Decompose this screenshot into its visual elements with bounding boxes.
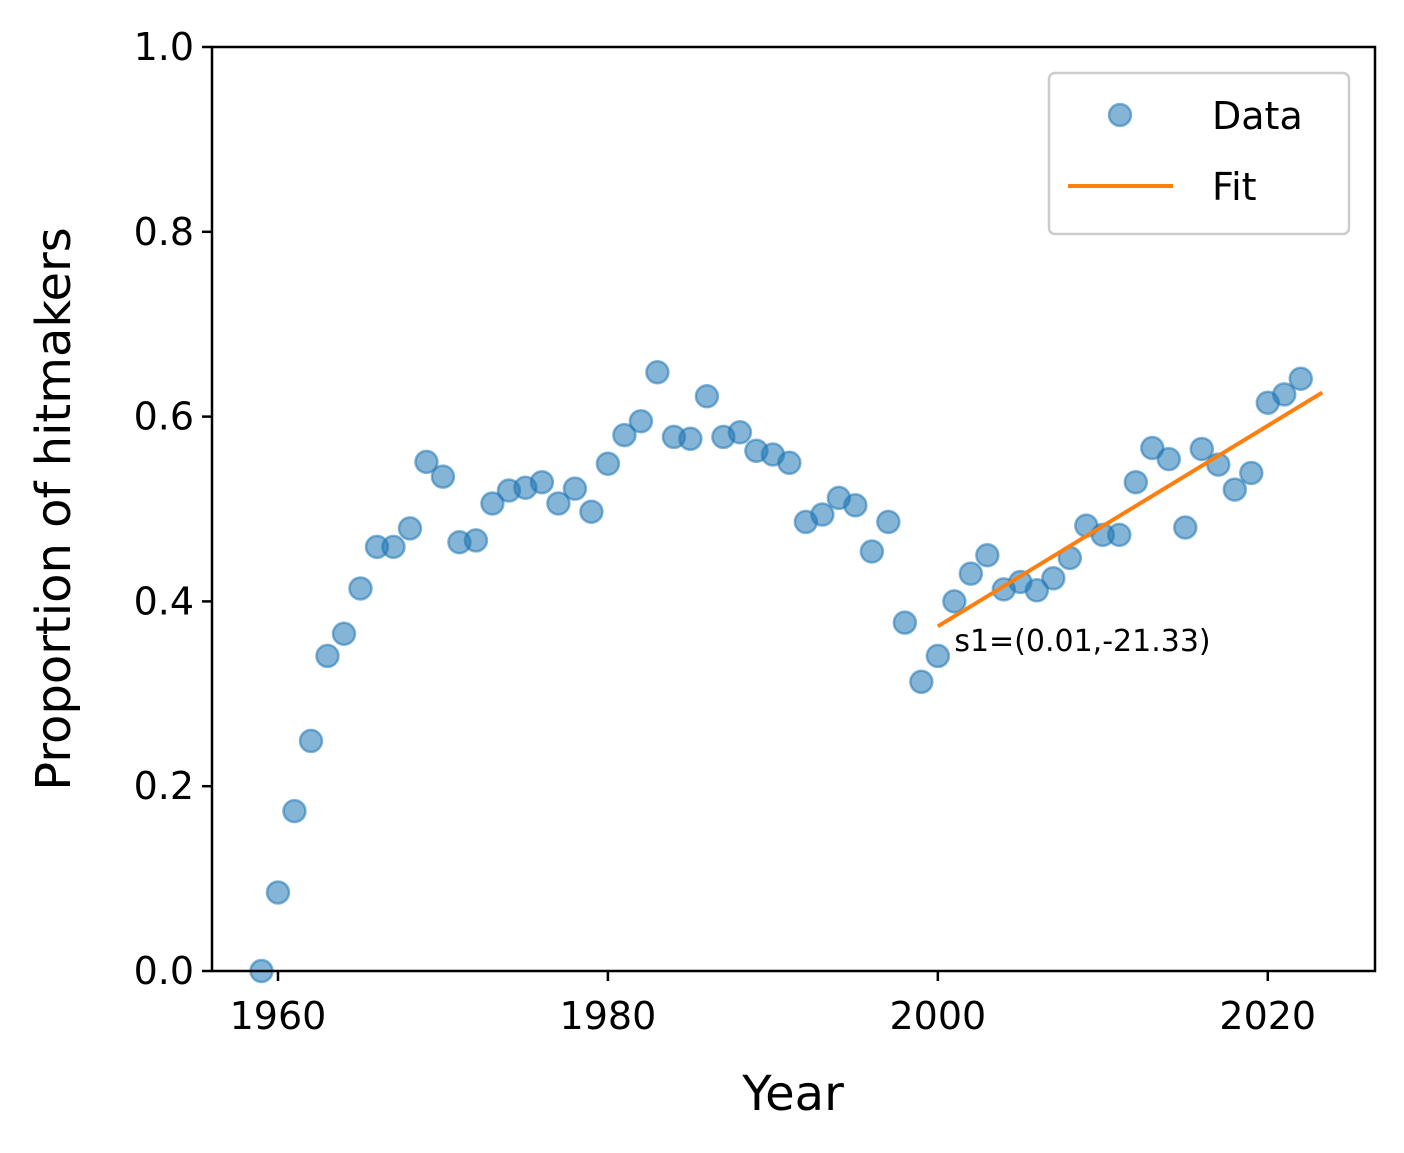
data-point: [694, 384, 720, 409]
data-point: [645, 359, 670, 385]
data-point: [331, 621, 357, 646]
data-point: [843, 493, 868, 518]
data-point: [463, 528, 489, 553]
data-point: [546, 491, 571, 516]
axes-frame: [210, 45, 1377, 973]
y-tick-label: 0.6: [134, 395, 194, 439]
y-tick-label: 0.4: [134, 579, 194, 623]
data-point: [1239, 460, 1264, 486]
data-point: [397, 516, 423, 541]
data-point: [777, 450, 802, 476]
y-tick-label: 0.0: [134, 949, 194, 993]
data-point: [579, 499, 604, 525]
x-axis-title: Year: [741, 1066, 844, 1122]
data-point: [810, 502, 835, 527]
legend-label-fit: Fit: [1212, 165, 1257, 209]
y-tick-label: 0.8: [134, 210, 194, 254]
data-point: [1140, 435, 1165, 461]
data-point: [1107, 522, 1132, 548]
y-tick-label: 1.0: [134, 25, 194, 69]
data-point: [612, 422, 637, 448]
data-point: [859, 539, 885, 564]
data-point: [942, 589, 967, 614]
data-point: [414, 449, 439, 475]
data-point: [348, 576, 373, 601]
data-point: [909, 669, 934, 695]
x-tick-label: 1960: [230, 994, 327, 1038]
y-axis: 0.0 0.2 0.4 0.6 0.8 1.0: [134, 25, 212, 993]
data-point: [1123, 469, 1149, 495]
data-point: [480, 491, 505, 516]
data-point: [1189, 436, 1215, 462]
plot-area: [249, 359, 1324, 984]
data-point: [315, 643, 340, 669]
x-tick-label: 2020: [1219, 994, 1316, 1038]
data-point: [562, 476, 588, 501]
data-point: [265, 880, 291, 905]
data-point: [958, 561, 984, 586]
y-axis-title: Proportion of hitmakers: [26, 227, 82, 791]
x-tick-label: 2000: [889, 994, 986, 1038]
data-point: [876, 509, 901, 535]
data-point: [282, 798, 307, 824]
data-point: [1041, 566, 1066, 591]
legend-frame: [1047, 71, 1351, 236]
data-point: [1272, 382, 1297, 407]
data-point: [430, 464, 456, 489]
data-point: [678, 426, 703, 452]
data-point: [975, 542, 1000, 568]
legend-label-data: Data: [1212, 94, 1303, 138]
data-point: [925, 643, 951, 669]
data-point: [892, 610, 918, 635]
data-point: [1156, 446, 1182, 472]
data-point: [381, 534, 406, 560]
data-point: [1024, 578, 1050, 603]
fit-annotation: s1=(0.01,-21.33): [954, 624, 1210, 659]
data-point: [727, 420, 753, 445]
data-point: [529, 469, 555, 495]
legend: Data Fit: [1047, 71, 1351, 236]
x-tick-label: 1980: [560, 994, 657, 1038]
fit-line: [936, 390, 1324, 629]
data-point: [628, 408, 654, 434]
annotation-layer: s1=(0.01,-21.33): [954, 624, 1210, 659]
data-point: [1173, 515, 1198, 540]
data-point: [298, 728, 324, 754]
data-point: [595, 451, 621, 476]
legend-marker-data: [1107, 102, 1133, 128]
y-tick-label: 0.2: [134, 764, 194, 808]
x-axis: 1960 1980 2000 2020: [230, 971, 1316, 1038]
data-point: [1288, 366, 1314, 391]
data-point: [1222, 477, 1248, 502]
